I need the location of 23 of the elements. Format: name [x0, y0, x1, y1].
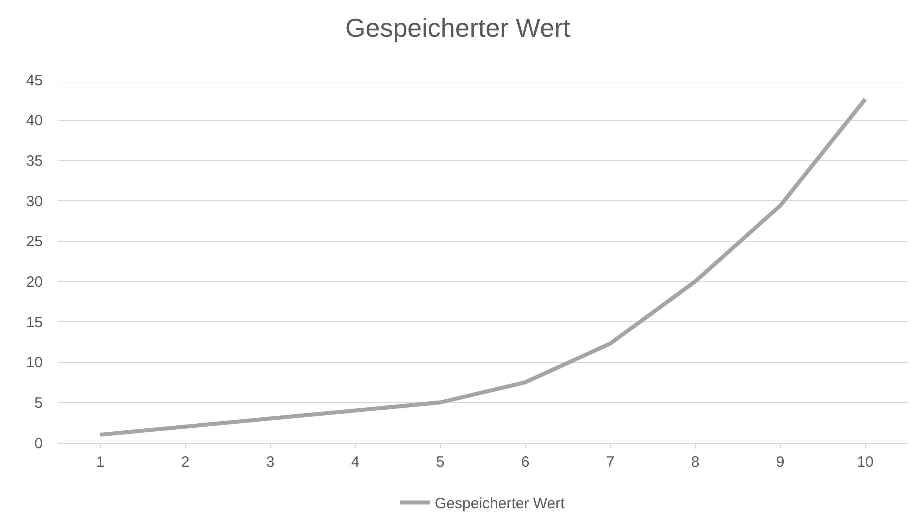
y-tick-label: 0	[34, 435, 43, 452]
x-tick-label: 4	[351, 454, 360, 471]
y-tick-label: 25	[26, 234, 43, 251]
y-tick-label: 40	[26, 112, 43, 130]
x-tick-label: 2	[181, 454, 190, 471]
x-tick-label: 5	[436, 454, 445, 471]
y-tick-label: 20	[26, 274, 43, 291]
y-tick-label: 10	[26, 354, 43, 372]
y-tick-label: 45	[26, 72, 43, 90]
x-tick-label: 3	[266, 454, 275, 471]
x-tick-label: 10	[857, 454, 874, 471]
y-tick-label: 15	[26, 314, 43, 332]
line-series	[98, 97, 868, 437]
x-tick-label: 9	[776, 454, 785, 471]
x-tick-label: 7	[606, 454, 615, 471]
chart-title: Gespeicherter Wert	[346, 12, 572, 43]
x-tick-label: 6	[521, 454, 530, 471]
legend-label: Gespeicherter Wert	[435, 496, 566, 513]
x-tick-label: 1	[96, 454, 105, 471]
y-tick-label: 30	[26, 193, 43, 210]
x-tick-label: 8	[691, 454, 700, 471]
y-tick-label: 5	[34, 394, 43, 412]
y-tick-label: 35	[26, 152, 43, 170]
